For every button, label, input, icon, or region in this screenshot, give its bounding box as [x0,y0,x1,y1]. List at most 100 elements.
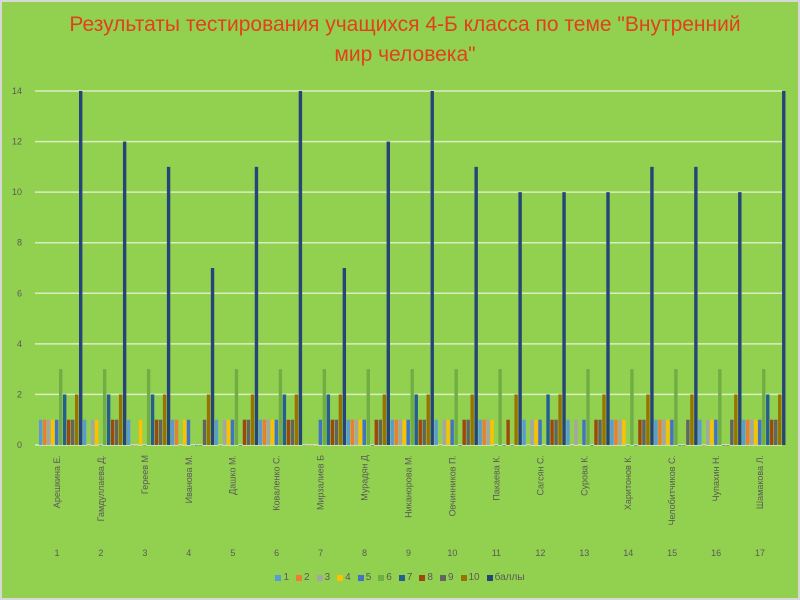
bar-4-13 [578,445,582,446]
bar-баллы-14 [650,166,654,445]
bar-баллы-13 [606,192,610,445]
bar-2-11 [482,419,486,445]
x-category-label: Чупахин Н. [711,455,721,501]
x-category-label: Гамдуллаева Д. [96,455,106,521]
legend-item: 10 [460,572,480,583]
x-category-label: Иванова М. [184,455,194,503]
bar-3-13 [574,419,578,445]
bar-7-2 [106,394,111,445]
bar-9-14 [642,419,646,445]
bar-баллы-12 [562,192,566,445]
bar-баллы-6 [298,91,303,445]
bar-7-11 [502,445,506,446]
x-category-number: 10 [447,548,457,558]
bar-8-8 [374,419,378,445]
bar-9-1 [71,419,75,445]
bar-9-17 [774,419,778,445]
bar-5-9 [406,419,410,445]
bar-8-15 [682,445,686,446]
bar-7-13 [590,445,594,446]
bar-7-6 [282,394,287,445]
bar-2-7 [306,445,311,446]
bar-9-5 [246,419,251,445]
bar-баллы-1 [79,91,83,445]
x-category-number: 1 [54,548,59,558]
x-category-label: Мурадян Д [360,455,370,501]
x-category-number: 17 [755,548,765,558]
legend-item: 2 [296,572,310,583]
legend-item: 8 [419,572,433,583]
bar-баллы-10 [474,166,478,445]
x-category-label: Овчинников П. [447,455,457,516]
bar-8-17 [770,419,774,445]
bar-6-12 [542,445,546,446]
legend-label: 9 [447,572,454,583]
bar-4-10 [446,419,450,445]
bar-9-15 [686,419,690,445]
bar-10-7 [338,394,343,445]
bar-5-12 [538,419,542,445]
bar-баллы-3 [166,166,171,445]
bar-баллы-8 [386,141,390,446]
bar-8-6 [286,419,291,445]
bar-3-4 [178,445,183,446]
x-category-number: 16 [711,548,721,558]
bar-8-9 [418,419,422,445]
chart-legend: 1 2 3 4 5 6 7 8 9 10 баллы [0,572,800,583]
bar-6-8 [366,369,370,445]
bar-6-15 [674,369,678,445]
bar-10-14 [646,394,650,445]
bar-6-13 [586,369,590,445]
bar-5-7 [318,419,323,445]
bar-10-10 [470,394,474,445]
bar-9-11 [510,445,514,446]
bar-4-2 [94,419,99,445]
bar-1-5 [214,419,219,445]
bar-5-6 [274,419,279,445]
x-category-number: 12 [535,548,545,558]
bar-5-14 [626,445,630,446]
bar-4-5 [226,419,231,445]
bar-5-15 [670,419,674,445]
bar-8-7 [330,419,335,445]
bar-3-2 [90,419,95,445]
bar-2-3 [130,445,135,446]
legend-swatch [275,574,282,581]
y-tick-label: 8 [17,238,22,248]
bar-3-15 [662,419,666,445]
bar-8-2 [110,419,115,445]
legend-label: 2 [304,572,310,583]
bar-2-12 [526,445,530,446]
legend-swatch [486,574,493,581]
bar-4-12 [534,419,538,445]
x-category-number: 5 [230,548,235,558]
bar-10-8 [382,394,386,445]
bar-баллы-11 [518,192,522,445]
bar-4-7 [314,445,319,446]
bar-8-11 [506,419,510,445]
bar-6-17 [762,369,766,445]
bar-9-8 [378,419,382,445]
bar-1-16 [698,419,702,445]
bar-5-3 [142,445,147,446]
bar-4-11 [490,419,494,445]
bar-5-13 [582,419,586,445]
x-category-number: 7 [318,548,323,558]
bar-4-9 [402,419,406,445]
bar-5-1 [55,419,59,445]
bar-1-10 [434,419,438,445]
x-category-label: Челобитчиков С. [667,455,677,525]
bar-2-17 [746,419,750,445]
bar-7-10 [458,445,462,446]
x-category-label: Пакаева К. [491,455,501,501]
bar-2-1 [43,419,47,445]
bar-3-16 [706,419,710,445]
legend-item: 4 [337,572,351,583]
bar-8-4 [198,445,203,446]
bar-6-7 [322,369,327,445]
bar-4-17 [754,419,758,445]
legend-item: 9 [439,572,454,583]
bar-6-14 [630,369,634,445]
